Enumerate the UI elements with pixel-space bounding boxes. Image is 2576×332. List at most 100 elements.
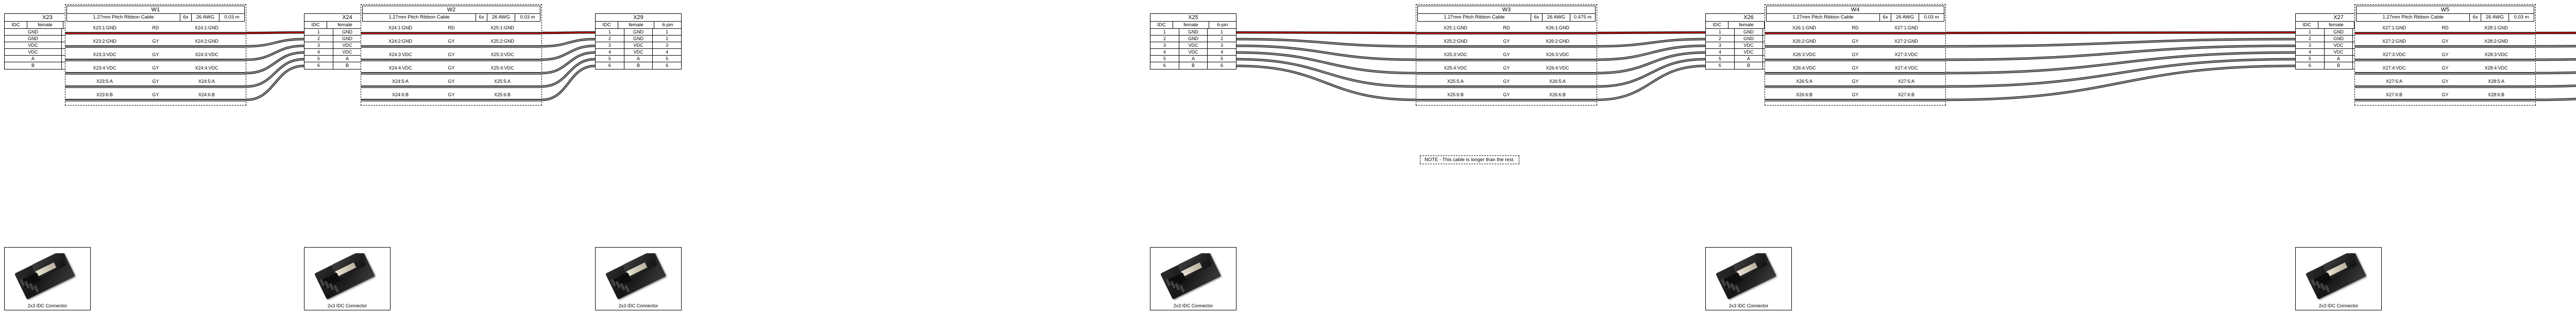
- wire-strand-sheath: [2535, 84, 2576, 88]
- wire-strand-core: [1597, 32, 1706, 33]
- cable-wire-row: X25:3:VDC GY X26:3:VDC: [1416, 51, 1597, 65]
- wire-color-code: GY: [152, 39, 159, 44]
- connector-gender: female: [618, 22, 654, 28]
- wire-strand-sheath: [2535, 58, 2576, 61]
- cable-header: W2 1.27mm Pitch Ribbon Cable 6x 26 AWG 0.03 …: [362, 6, 540, 22]
- connector-photo-box: 2x3 IDC Connector: [1705, 247, 1792, 310]
- cable-wire-row: X23:2:GND GY X24:2:GND: [65, 38, 246, 51]
- wire-from-label: X24:5:A: [392, 79, 409, 84]
- cable-wire-row: X26:4:VDC GY X27:4:VDC: [1765, 65, 1945, 78]
- cable-type: 1.27mm Pitch Ribbon Cable: [363, 14, 476, 21]
- wire-strand-sheath: [1236, 64, 1416, 101]
- wire-from-label: X23:2:GND: [92, 39, 117, 44]
- wire-graphic: [1416, 32, 1597, 34]
- wire-from-label: X26:5:A: [1795, 79, 1813, 84]
- wire-to-label: X25:1:GND: [490, 25, 515, 30]
- connector-block-x25: X25 IDC female 6-pin 1 GND 1 2 GND 2 3 VDC 3 4 VDC 4 5 A 5…: [1150, 13, 1236, 69]
- wire-strand-sheath: [1236, 31, 1416, 34]
- pin-signal-name: GND: [333, 36, 362, 42]
- cable-wire-count: 6x: [1531, 14, 1543, 21]
- wire-color-code: GY: [2442, 52, 2449, 57]
- wire-color-code: GY: [1852, 52, 1859, 57]
- pin-number-left: 4: [1706, 49, 1735, 55]
- wire-to-label: X24:3:VDC: [195, 52, 218, 57]
- pin-signal-name: VDC: [2325, 42, 2353, 48]
- wire-to-label: X27:1:GND: [1894, 25, 1919, 30]
- wire-strand-sheath: [1236, 38, 1416, 48]
- cable-wire-count: 6x: [476, 14, 487, 21]
- cable-wire-list: X25:1:GND RD X26:1:GND X25:2:GND GY X26:2:GND…: [1416, 22, 1597, 105]
- wire-from-label: X24:6:B: [392, 92, 409, 97]
- wire-color-code: GY: [448, 39, 455, 44]
- connector-block-x29: X29 IDC female 6-pin 1 GND 1 2 GND 2 3 VDC 3 4 VDC 4 5 A 5…: [595, 13, 682, 69]
- wire-to-label: X26:5:A: [1549, 79, 1566, 84]
- wire-core: [1416, 59, 1597, 61]
- cable-length: 0.03 m: [520, 14, 535, 20]
- wire-to-label: X27:2:GND: [1894, 39, 1919, 44]
- pin-signal-name: GND: [1179, 29, 1208, 35]
- wire-from-label: X27:6:B: [2385, 92, 2403, 97]
- wire-strand-sheath: [1945, 64, 2296, 101]
- wire-graphic: [1765, 72, 1945, 75]
- cable-wire-row: X23:1:GND RD X24:1:GND: [65, 25, 246, 38]
- wire-to-label: X28:4:VDC: [2484, 65, 2508, 71]
- pin-number-right: 1: [666, 29, 669, 34]
- pin-number-left: 2: [596, 36, 624, 42]
- pin-signal-name: GND: [1735, 36, 1764, 42]
- wire-to-label: X24:4:VDC: [195, 65, 218, 71]
- cable-length: 0.03 m: [224, 14, 240, 20]
- wire-strand-sheath: [1945, 44, 2296, 61]
- cable-wire-list: X23:1:GND RD X24:1:GND X23:2:GND GY X24:2:GND…: [65, 22, 246, 105]
- wire-color-code: GY: [152, 65, 159, 71]
- pin-number-left: 6: [1706, 62, 1735, 69]
- cable-header: W4 1.27mm Pitch Ribbon Cable 6x 26 AWG 0.03 …: [1766, 6, 1944, 22]
- cable-wire-row: X23:6:B GY X24:6:B: [65, 92, 246, 105]
- pin-signal-name: B: [2325, 62, 2353, 69]
- wire-strand-core: [1597, 59, 1706, 87]
- wire-from-label: X27:1:GND: [2382, 25, 2406, 30]
- cable-wire-list: X26:1:GND RD X27:1:GND X26:2:GND GY X27:2:GND…: [1765, 22, 1945, 105]
- connector-pincount: 6-pin: [1217, 22, 1228, 28]
- wire-core: [1765, 59, 1945, 61]
- cable-spec-row: 1.27mm Pitch Ribbon Cable 6x 26 AWG 0.475 m: [1418, 14, 1595, 21]
- wire-core: [65, 99, 246, 101]
- wire-strand-core: [1236, 65, 1416, 100]
- wire-strand-sheath: [1597, 51, 1706, 75]
- connector-title: X25: [1150, 14, 1236, 22]
- pin-number-left: 2: [1150, 36, 1179, 42]
- pin-number-left: 3: [1706, 42, 1735, 48]
- pin-signal-name: A: [333, 56, 362, 62]
- wire-graphic: [2355, 99, 2535, 101]
- wire-strand-sheath: [1945, 38, 2296, 48]
- cable-wire-count: 6x: [1880, 14, 1891, 21]
- wire-core: [361, 99, 541, 101]
- wire-to-label: X28:1:GND: [2484, 25, 2509, 30]
- wire-strand-sheath: [1945, 31, 2296, 34]
- pin-number-left: 2: [2296, 36, 2325, 42]
- wire-to-label: X25:4:VDC: [490, 65, 514, 71]
- wire-graphic: [361, 85, 541, 88]
- cable-block-w2: W2 1.27mm Pitch Ribbon Cable 6x 26 AWG 0.03 …: [361, 4, 542, 106]
- wire-graphic: [1416, 99, 1597, 101]
- wire-strand-sheath: [246, 44, 304, 61]
- cable-type: 1.27mm Pitch Ribbon Cable: [67, 14, 180, 21]
- wire-strand-sheath: [541, 31, 596, 34]
- cable-wire-row: X27:4:VDC GY X28:4:VDC: [2355, 65, 2535, 78]
- wire-from-label: X24:1:GND: [388, 25, 413, 30]
- wire-core: [2355, 86, 2535, 88]
- pin-signal-name: A: [624, 56, 653, 62]
- wire-strand-sheath: [246, 64, 304, 101]
- pin-signal-name: VDC: [333, 49, 362, 55]
- pin-signal-name: VDC: [2325, 49, 2353, 55]
- cable-header: W1 1.27mm Pitch Ribbon Cable 6x 26 AWG 0.03 …: [66, 6, 245, 22]
- wire-strand-core: [1236, 39, 1416, 47]
- wire-to-label: X24:6:B: [198, 92, 215, 97]
- connector-title: X27: [2296, 14, 2381, 22]
- pin-number-left: 1: [304, 29, 333, 35]
- wire-strand-sheath: [246, 51, 304, 75]
- wire-strand-sheath: [1597, 31, 1706, 34]
